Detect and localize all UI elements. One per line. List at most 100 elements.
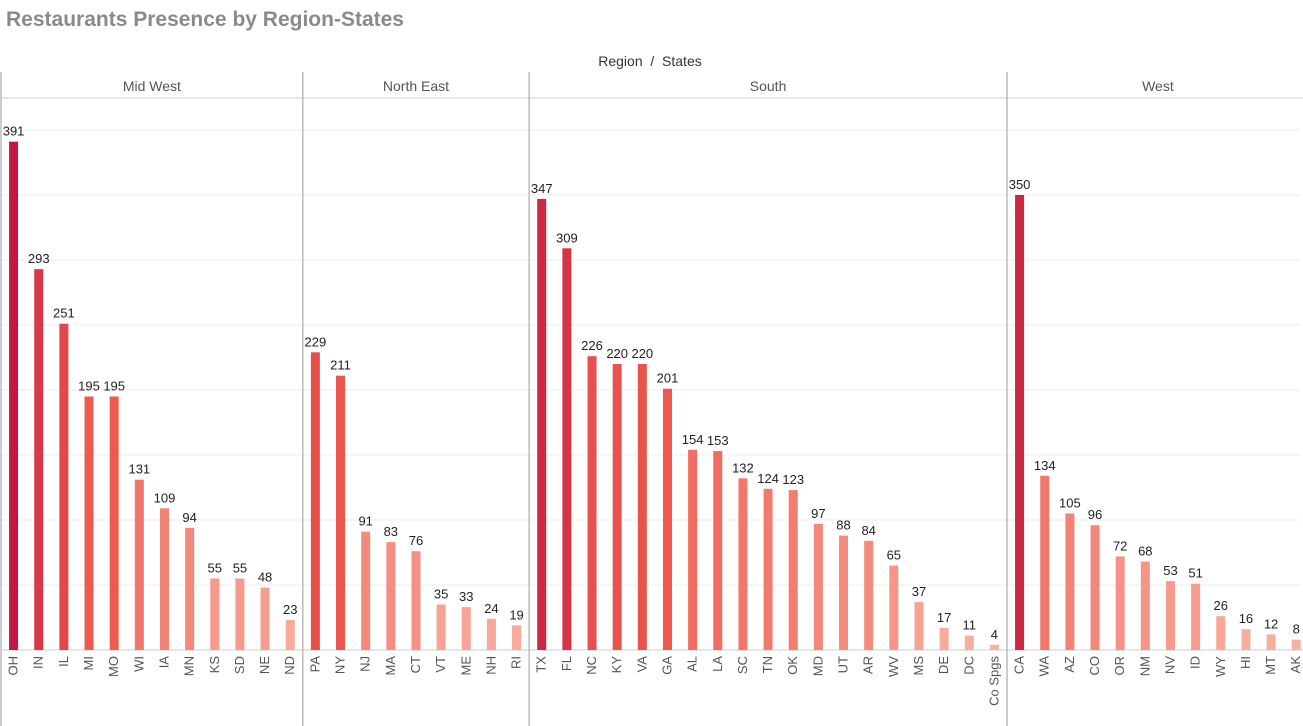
panel-label: Mid West xyxy=(123,78,181,94)
tick-label: AK xyxy=(1288,656,1303,674)
tick-label: VA xyxy=(634,656,649,673)
bar xyxy=(1040,475,1050,650)
tick-label: CA xyxy=(1012,656,1027,674)
bar xyxy=(989,644,999,650)
tick-label: TX xyxy=(534,656,549,673)
data-label: 132 xyxy=(732,460,754,475)
data-label: 88 xyxy=(836,518,850,533)
bar xyxy=(1241,629,1251,650)
tick-label: MT xyxy=(1263,656,1278,675)
data-label: 11 xyxy=(963,618,977,633)
data-label: 17 xyxy=(937,610,951,625)
tick-label: NH xyxy=(483,656,498,675)
gridlines xyxy=(1,129,1300,651)
tick-label: IN xyxy=(31,656,46,669)
tick-label: AZ xyxy=(1062,656,1077,673)
bar xyxy=(361,531,371,650)
bar xyxy=(461,607,471,650)
bar xyxy=(1090,525,1100,650)
bar xyxy=(587,356,597,650)
bar xyxy=(964,635,974,650)
facet-header: Region / States xyxy=(598,53,702,69)
tick-label: RI xyxy=(509,656,524,669)
bar xyxy=(788,490,798,650)
bar xyxy=(34,269,44,650)
data-label: 53 xyxy=(1163,563,1177,578)
data-label: 72 xyxy=(1113,538,1127,553)
tick-label: PA xyxy=(307,656,322,673)
data-label: 220 xyxy=(631,346,653,361)
tick-label: ID xyxy=(1188,656,1203,669)
bar xyxy=(386,542,396,650)
bar xyxy=(486,618,496,650)
tick-label: WA xyxy=(1037,656,1052,677)
tick-label: HI xyxy=(1238,656,1253,669)
bar xyxy=(436,604,446,650)
tick-label: CO xyxy=(1087,656,1102,676)
bar xyxy=(637,364,647,650)
tick-label: MS xyxy=(911,656,926,676)
tick-label: VT xyxy=(433,656,448,673)
data-label: 83 xyxy=(384,524,398,539)
tick-label: KY xyxy=(609,656,624,674)
tick-label: WY xyxy=(1213,656,1228,677)
data-label: 350 xyxy=(1009,177,1031,192)
bar xyxy=(864,540,874,650)
tick-label: MO xyxy=(106,656,121,677)
tick-label: MD xyxy=(810,656,825,676)
tick-label: AL xyxy=(685,656,700,672)
bar xyxy=(512,625,522,650)
bar xyxy=(260,587,270,650)
data-label: 12 xyxy=(1264,616,1278,631)
data-label: 97 xyxy=(811,506,825,521)
tick-label: WV xyxy=(886,656,901,677)
data-label: 134 xyxy=(1034,458,1056,473)
bar xyxy=(235,578,245,650)
bar xyxy=(688,449,698,650)
tick-label: NC xyxy=(584,656,599,675)
bar xyxy=(763,488,773,650)
data-label: 251 xyxy=(53,306,75,321)
tick-label: LA xyxy=(710,656,725,672)
data-label: 123 xyxy=(782,472,804,487)
tick-label: DC xyxy=(961,656,976,675)
bar xyxy=(889,565,899,650)
bar xyxy=(939,627,949,650)
tick-label: MN xyxy=(182,656,197,676)
bar xyxy=(1115,556,1125,650)
data-label: 76 xyxy=(409,533,423,548)
data-label: 65 xyxy=(887,548,901,563)
bar xyxy=(159,508,169,650)
data-label: 94 xyxy=(182,510,196,525)
bar xyxy=(134,479,144,650)
data-label: 68 xyxy=(1138,544,1152,559)
bar xyxy=(59,323,69,650)
data-label: 48 xyxy=(258,570,272,585)
data-label: 4 xyxy=(991,627,998,642)
data-label: 26 xyxy=(1214,598,1228,613)
tick-label: UT xyxy=(836,656,851,673)
data-label: 293 xyxy=(28,251,50,266)
data-label: 201 xyxy=(657,371,679,386)
tick-label: IL xyxy=(56,656,71,667)
tick-label: NE xyxy=(257,656,272,674)
data-label: 347 xyxy=(531,181,553,196)
tick-label: KS xyxy=(207,656,222,674)
bar xyxy=(839,535,849,650)
bar xyxy=(210,578,220,650)
bar xyxy=(84,396,94,650)
bar xyxy=(1065,513,1075,650)
tick-label: CT xyxy=(408,656,423,673)
data-label: 84 xyxy=(861,523,875,538)
data-label: 195 xyxy=(78,379,100,394)
panel-label: North East xyxy=(383,78,449,94)
tick-label: NJ xyxy=(358,656,373,672)
tick-label: MA xyxy=(383,656,398,676)
tick-label: Co Spgs xyxy=(986,656,1001,706)
bar xyxy=(336,375,346,650)
tick-label: OR xyxy=(1112,656,1127,676)
data-label: 37 xyxy=(912,584,926,599)
bar xyxy=(537,198,547,650)
tick-label: MI xyxy=(81,656,96,670)
